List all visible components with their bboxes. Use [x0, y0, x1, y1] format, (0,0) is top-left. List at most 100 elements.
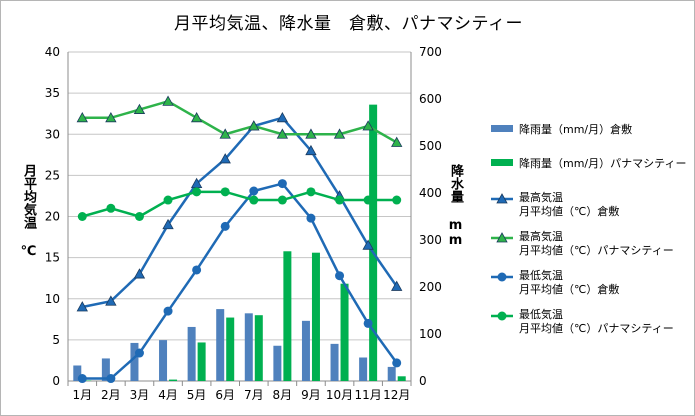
data-point	[77, 374, 87, 384]
bar	[169, 379, 178, 381]
bar	[159, 340, 168, 381]
y-tick-left: 10	[45, 292, 60, 306]
chart-title: 月平均気温、降水量 倉敷、パナマシティー	[174, 14, 523, 34]
legend-label: 降雨量（mm/月）パナマシティー	[519, 156, 686, 170]
data-point	[362, 120, 374, 131]
data-point	[163, 306, 173, 316]
x-tick-label: 12月	[383, 388, 410, 402]
bar	[311, 252, 320, 381]
x-tick-label: 9月	[301, 388, 321, 402]
x-tick-label: 6月	[215, 388, 235, 402]
data-point	[277, 195, 287, 205]
data-point	[162, 95, 174, 106]
data-point	[220, 221, 230, 231]
legend-marker	[497, 272, 507, 282]
bar	[387, 366, 396, 381]
data-point	[306, 187, 316, 197]
y-tick-left: 0	[52, 374, 60, 388]
y-tick-right: 700	[419, 45, 442, 59]
data-point	[248, 120, 260, 131]
data-point	[220, 187, 230, 197]
series-line	[82, 100, 398, 144]
bar	[273, 345, 282, 381]
data-point	[335, 195, 345, 205]
legend-label: 月平均値（℃）パナマシティー	[519, 244, 674, 257]
data-point	[105, 111, 117, 123]
x-tick-label: 1月	[72, 388, 92, 402]
data-point	[305, 128, 317, 139]
legend-item: 降雨量（mm/月）倉敷	[491, 122, 632, 136]
data-point	[76, 301, 88, 312]
bar	[101, 358, 110, 381]
y-tick-left: 25	[45, 168, 60, 182]
bar	[301, 320, 310, 381]
data-point	[392, 195, 402, 205]
legend-item: 降雨量（mm/月）パナマシティー	[491, 156, 686, 170]
bar	[244, 313, 253, 381]
y-tick-left: 5	[52, 333, 60, 347]
data-point	[276, 111, 289, 123]
legend-marker	[496, 193, 508, 204]
legend-label: 最高気温	[519, 190, 563, 204]
data-point	[76, 111, 88, 123]
data-point	[391, 280, 403, 291]
y-tick-right: 200	[419, 280, 442, 294]
data-point	[192, 265, 202, 275]
data-point	[333, 128, 346, 139]
y-tick-left: 30	[45, 127, 60, 141]
x-tick-label: 10月	[326, 388, 353, 402]
legend-label: 降雨量（mm/月）倉敷	[519, 122, 632, 136]
data-point	[306, 213, 316, 223]
data-point	[249, 186, 259, 196]
series-line	[82, 182, 398, 380]
data-point	[363, 195, 373, 205]
data-point	[363, 318, 373, 328]
series-line	[81, 190, 397, 218]
data-point	[392, 358, 402, 368]
series-line	[82, 116, 398, 309]
data-point	[134, 348, 144, 358]
y-axis-right-label: 降水量 mm	[448, 164, 463, 248]
y-tick-left: 40	[45, 45, 60, 59]
bar	[187, 326, 196, 381]
x-tick-label: 3月	[130, 388, 150, 402]
y-tick-left: 15	[45, 251, 60, 265]
data-point	[163, 195, 173, 205]
data-point	[133, 103, 146, 114]
y-tick-left: 20	[45, 210, 60, 224]
y-tick-right: 500	[419, 139, 442, 153]
legend-label: 最低気温	[519, 268, 563, 282]
data-point	[391, 136, 403, 147]
legend-label: 最低気温	[519, 307, 563, 321]
y-tick-right: 0	[419, 374, 427, 388]
x-tick-label: 8月	[273, 388, 293, 402]
x-tick-label: 5月	[187, 388, 207, 402]
legend-label: 月平均値（℃）パナマシティー	[519, 322, 674, 335]
data-point	[105, 295, 117, 306]
data-point	[276, 128, 289, 139]
y-tick-right: 600	[419, 92, 442, 106]
legend-label: 月平均値（℃）倉敷	[519, 282, 619, 296]
data-point	[190, 111, 203, 123]
y-tick-left: 35	[45, 86, 60, 100]
x-tick-label: 7月	[244, 388, 264, 402]
data-point	[106, 374, 116, 384]
bar	[359, 357, 368, 381]
bar	[283, 251, 292, 381]
legend-marker	[497, 311, 507, 321]
legend-marker	[496, 232, 508, 243]
legend-label: 月平均値（℃）倉敷	[519, 204, 619, 218]
data-point	[162, 218, 174, 230]
bar	[197, 342, 206, 381]
x-tick-label: 11月	[354, 388, 381, 402]
data-point	[106, 203, 116, 213]
data-point	[77, 212, 87, 221]
data-point	[335, 271, 345, 281]
data-point	[277, 179, 287, 189]
data-point	[134, 212, 144, 221]
y-tick-right: 300	[419, 233, 442, 247]
